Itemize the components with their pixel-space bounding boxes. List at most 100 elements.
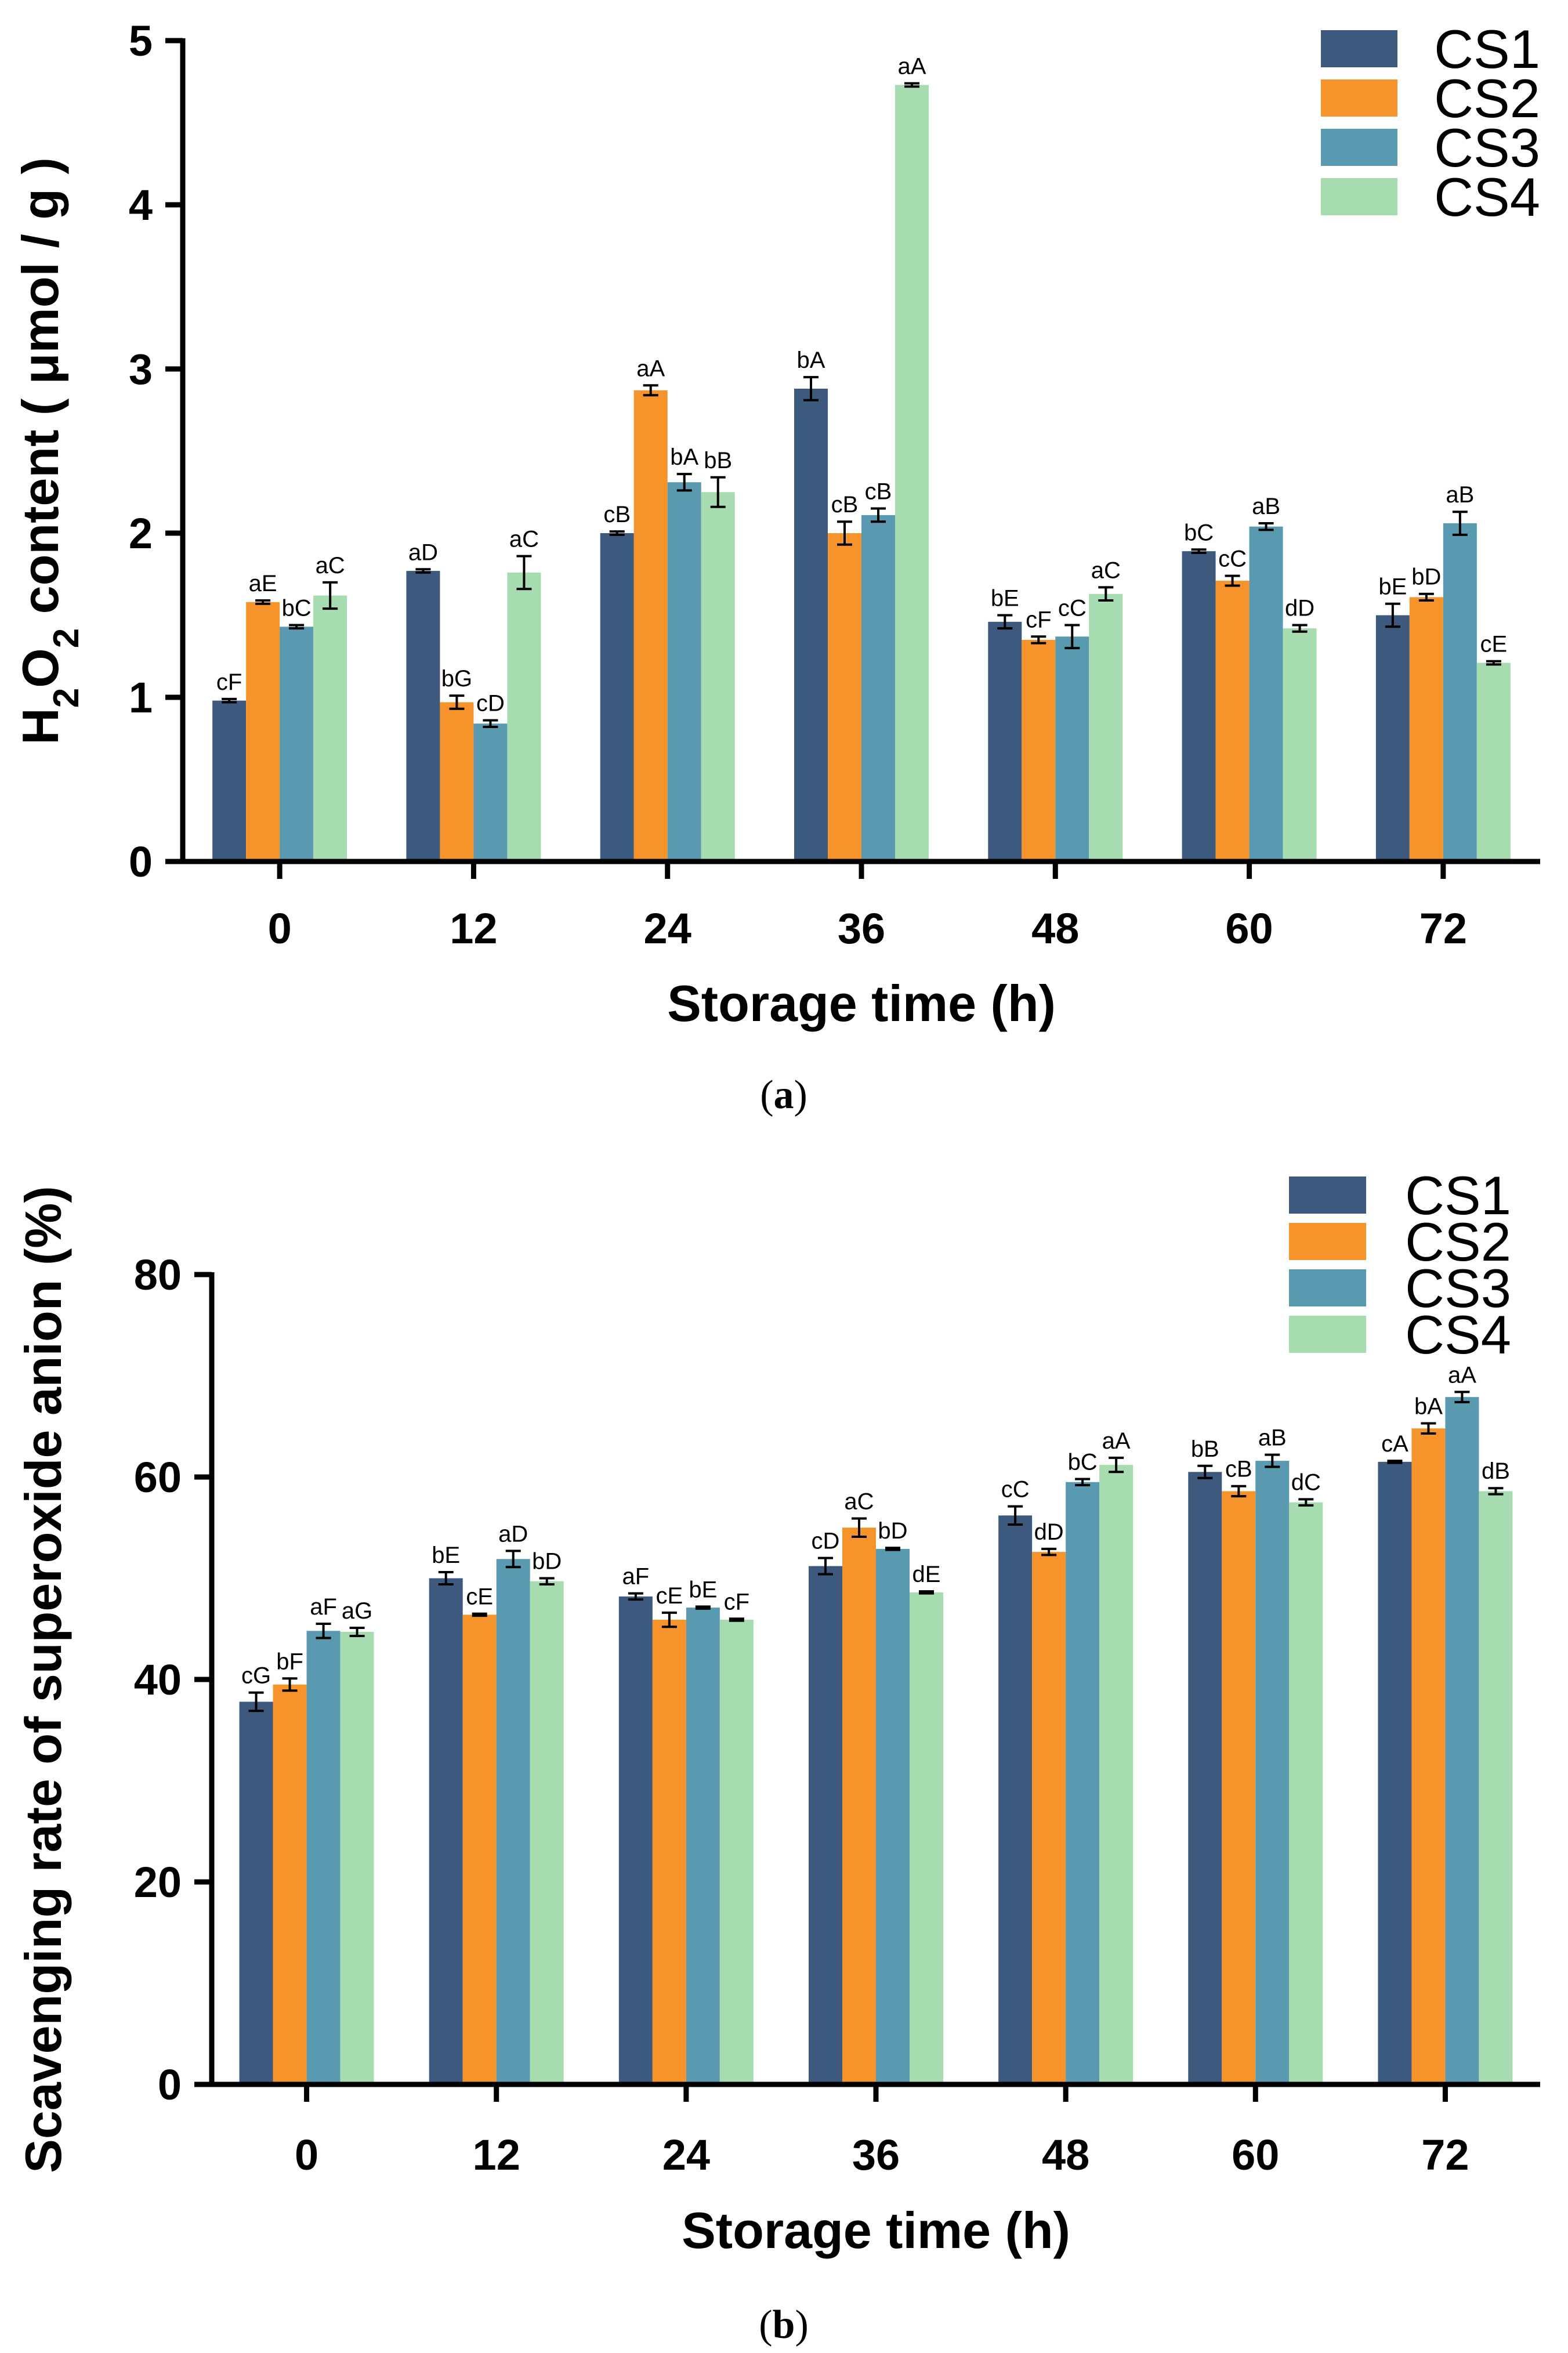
bar-cs4 bbox=[340, 1631, 374, 2084]
significance-label: bD bbox=[878, 1518, 907, 1544]
x-tick-label: 60 bbox=[1225, 904, 1273, 953]
significance-label: cF bbox=[216, 669, 242, 695]
bar-cs2 bbox=[842, 1527, 876, 2084]
legend-swatch-cs1 bbox=[1289, 1176, 1366, 1214]
significance-label: bF bbox=[276, 1649, 303, 1674]
significance-label: bE bbox=[1378, 574, 1407, 600]
bar-cs3 bbox=[280, 627, 314, 861]
significance-label: dD bbox=[1034, 1519, 1064, 1545]
significance-label: bC bbox=[1184, 520, 1214, 545]
bar-cs2 bbox=[828, 533, 861, 861]
bar-cs4 bbox=[1283, 628, 1317, 861]
y-axis-title-part: content ( μmol / g ) bbox=[12, 157, 69, 628]
x-axis-title: Storage time (h) bbox=[682, 2202, 1070, 2259]
x-tick-label: 72 bbox=[1421, 2131, 1469, 2179]
x-tick-label: 36 bbox=[852, 2131, 900, 2179]
bar-cs4 bbox=[1289, 1502, 1323, 2084]
significance-label: bG bbox=[441, 666, 472, 692]
panel-label: (a) bbox=[760, 1073, 807, 1117]
y-axis-title-part: O bbox=[12, 648, 69, 687]
significance-label: cF bbox=[1026, 607, 1051, 632]
bar-cs1 bbox=[600, 533, 634, 861]
significance-label: bA bbox=[797, 347, 825, 373]
panel-label-letter: a bbox=[774, 1073, 794, 1117]
legend-label-cs3: CS3 bbox=[1434, 117, 1540, 178]
y-axis-title: Scavenging rate of superoxide anion (%) bbox=[15, 1186, 72, 2173]
legend-swatch-cs1 bbox=[1321, 30, 1397, 67]
legend-label-cs1: CS1 bbox=[1405, 1165, 1511, 1226]
bar-cs2 bbox=[440, 702, 474, 861]
significance-label: dD bbox=[1285, 595, 1314, 621]
legend-swatch-cs2 bbox=[1321, 79, 1397, 117]
x-tick-label: 12 bbox=[450, 904, 497, 953]
legend-label-cs4: CS4 bbox=[1405, 1304, 1511, 1365]
significance-label: bD bbox=[532, 1549, 562, 1574]
significance-label: aC bbox=[844, 1489, 874, 1515]
bar-cs2 bbox=[1222, 1491, 1256, 2084]
x-tick-label: 48 bbox=[1042, 2131, 1089, 2179]
panel-label: (b) bbox=[759, 2303, 809, 2347]
bar-cs2 bbox=[1022, 639, 1056, 861]
significance-label: bD bbox=[1411, 564, 1441, 590]
bar-cs1 bbox=[1188, 1472, 1222, 2084]
bar-cs2 bbox=[652, 1620, 686, 2084]
significance-label: dB bbox=[1482, 1458, 1510, 1484]
significance-label: cB bbox=[831, 492, 859, 517]
significance-label: aD bbox=[498, 1521, 528, 1547]
x-tick-label: 0 bbox=[268, 904, 292, 953]
y-tick-label: 1 bbox=[129, 674, 153, 722]
panel-label-close: ) bbox=[794, 1073, 807, 1117]
bar-cs1 bbox=[406, 571, 440, 861]
x-tick-label: 24 bbox=[644, 904, 691, 953]
bar-cs3 bbox=[1443, 523, 1477, 861]
bar-cs4 bbox=[701, 492, 735, 861]
legend-swatch-cs3 bbox=[1289, 1269, 1366, 1306]
bar-cs3 bbox=[1055, 636, 1089, 861]
bar-cs2 bbox=[1409, 597, 1443, 861]
x-tick-label: 36 bbox=[838, 904, 885, 953]
bar-cs1 bbox=[429, 1578, 463, 2084]
bar-cs3 bbox=[1445, 1397, 1479, 2084]
significance-label: cA bbox=[1381, 1431, 1408, 1457]
bar-cs4 bbox=[530, 1581, 564, 2084]
significance-label: aB bbox=[1446, 482, 1474, 508]
significance-label: aB bbox=[1252, 494, 1280, 519]
bar-cs4 bbox=[507, 572, 541, 861]
legend-label-cs3: CS3 bbox=[1405, 1258, 1511, 1319]
legend-label-cs1: CS1 bbox=[1434, 19, 1540, 79]
x-tick-label: 60 bbox=[1232, 2131, 1279, 2179]
y-tick-label: 20 bbox=[134, 1858, 182, 1906]
y-tick-label: 4 bbox=[129, 181, 153, 229]
legend-label-cs4: CS4 bbox=[1434, 166, 1540, 227]
significance-label: aG bbox=[342, 1598, 372, 1624]
legend-label-cs2: CS2 bbox=[1434, 68, 1540, 129]
bar-cs2 bbox=[1032, 1552, 1066, 2084]
significance-label: bB bbox=[704, 448, 732, 473]
significance-label: dE bbox=[912, 1562, 941, 1587]
significance-label: cE bbox=[466, 1584, 493, 1610]
significance-label: aF bbox=[622, 1564, 650, 1590]
significance-label: cD bbox=[812, 1529, 840, 1554]
panel-label-close: ) bbox=[795, 2303, 808, 2347]
significance-label: cC bbox=[1218, 546, 1247, 572]
bar-cs3 bbox=[496, 1559, 530, 2084]
panel-label-letter: b bbox=[773, 2303, 795, 2347]
significance-label: cB bbox=[1225, 1457, 1252, 1482]
bar-cs3 bbox=[667, 482, 701, 861]
bar-cs3 bbox=[1249, 526, 1283, 861]
bar-cs4 bbox=[719, 1620, 754, 2084]
x-tick-label: 24 bbox=[662, 2131, 710, 2179]
significance-label: aA bbox=[1448, 1362, 1476, 1388]
bar-cs1 bbox=[1378, 1461, 1412, 2084]
significance-label: cB bbox=[865, 479, 892, 505]
legend-label-cs2: CS2 bbox=[1405, 1211, 1511, 1272]
bar-cs3 bbox=[876, 1548, 910, 2084]
y-tick-label: 80 bbox=[134, 1251, 182, 1299]
y-tick-label: 0 bbox=[158, 2061, 182, 2109]
y-tick-label: 0 bbox=[129, 838, 153, 886]
bar-cs2 bbox=[1215, 581, 1250, 861]
bar-cs3 bbox=[306, 1631, 341, 2084]
x-tick-label: 72 bbox=[1419, 904, 1467, 953]
